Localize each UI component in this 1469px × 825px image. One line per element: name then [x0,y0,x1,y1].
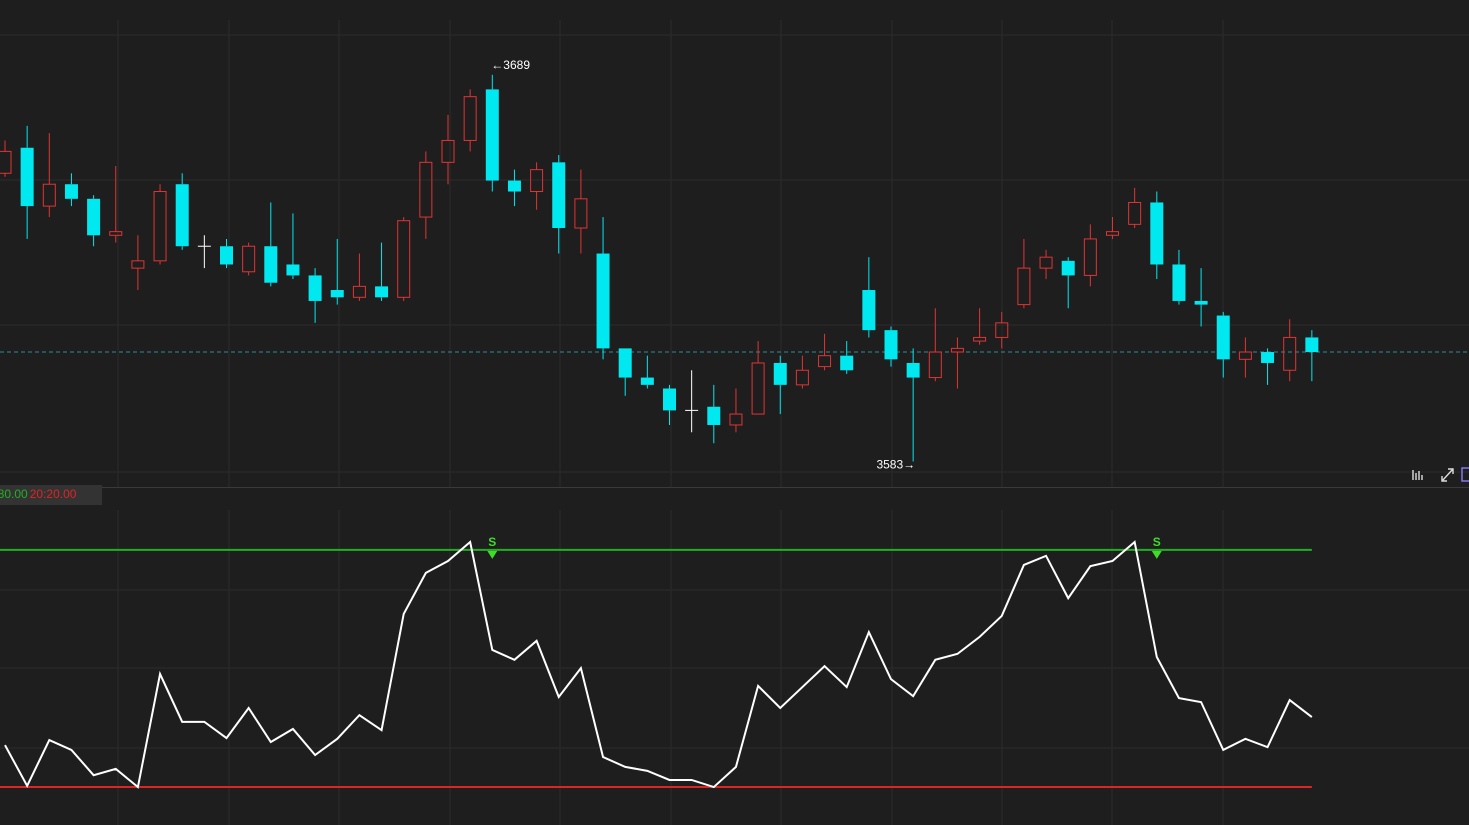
signal-label: S [488,535,496,549]
candle-body [1172,264,1186,301]
candle-body [818,355,832,368]
signal-label: S [1153,535,1161,549]
candle-body [973,336,987,342]
low-annotation: 3583→ [876,458,915,472]
candle-body [330,290,344,298]
candle-body [286,264,300,276]
candle-body [1039,256,1053,269]
candle-body [1305,337,1319,353]
candle-body [153,191,167,262]
settings-icon[interactable] [1461,467,1469,482]
candle-body [1261,352,1275,363]
candle-body [773,362,787,385]
candle-body [242,245,256,273]
candles [0,74,1469,462]
candle-body [1194,300,1208,305]
candle-body [1216,315,1230,360]
candle-body [1150,202,1164,265]
candle-body [840,355,854,371]
candle-body [884,330,898,360]
candle-body [485,89,499,181]
high-annotation: ←3689 [491,58,530,72]
candle-body [1061,260,1075,276]
signal-arrow [1151,550,1162,559]
candle-body [707,406,721,425]
candle-body [264,246,278,283]
candle-body [87,198,101,236]
candle-body [1238,351,1252,360]
candle-body [375,286,389,298]
candle-body [574,198,588,229]
candle-body [42,183,56,207]
candle-body [596,253,610,349]
indicator-label-box [0,485,102,505]
candle-body [751,362,765,415]
candle-body [663,388,676,411]
level-label: 80:80.00 [0,487,28,501]
level-label: 20:20.00 [30,487,77,501]
candle-body [795,369,809,386]
candle-body [1083,238,1097,276]
candle-body [220,246,233,265]
candle-body [906,362,920,378]
candle-body [397,220,411,298]
candle-body [308,275,322,301]
candle-body [64,184,78,199]
candle-body [20,147,34,207]
candle-body [1283,336,1297,371]
bar-icon[interactable] [1412,470,1423,480]
candle-body [463,96,477,141]
candle-body [1128,201,1142,225]
toolbar [1412,467,1469,482]
candle-body [1106,231,1119,236]
candle-body [618,348,632,378]
candle-body [352,285,366,298]
candle-body [862,290,876,331]
candle-body [109,231,123,236]
oscillator-line [4,540,1313,789]
candle-body [131,260,145,269]
candle-body [0,150,12,174]
candle-body [507,180,521,192]
candle-body [175,184,189,247]
candle-body [441,139,455,163]
candle-body [729,413,743,426]
candle-body [950,347,964,353]
expand-icon[interactable] [1441,468,1454,482]
candle-body [419,161,433,218]
signal-arrow [487,550,498,559]
grid [0,20,1469,825]
candle-body [552,162,566,228]
candle-body [928,351,942,379]
candle-body [530,169,544,193]
candle-body [640,377,654,385]
candle-body [1017,267,1031,306]
candle-body [995,322,1009,338]
